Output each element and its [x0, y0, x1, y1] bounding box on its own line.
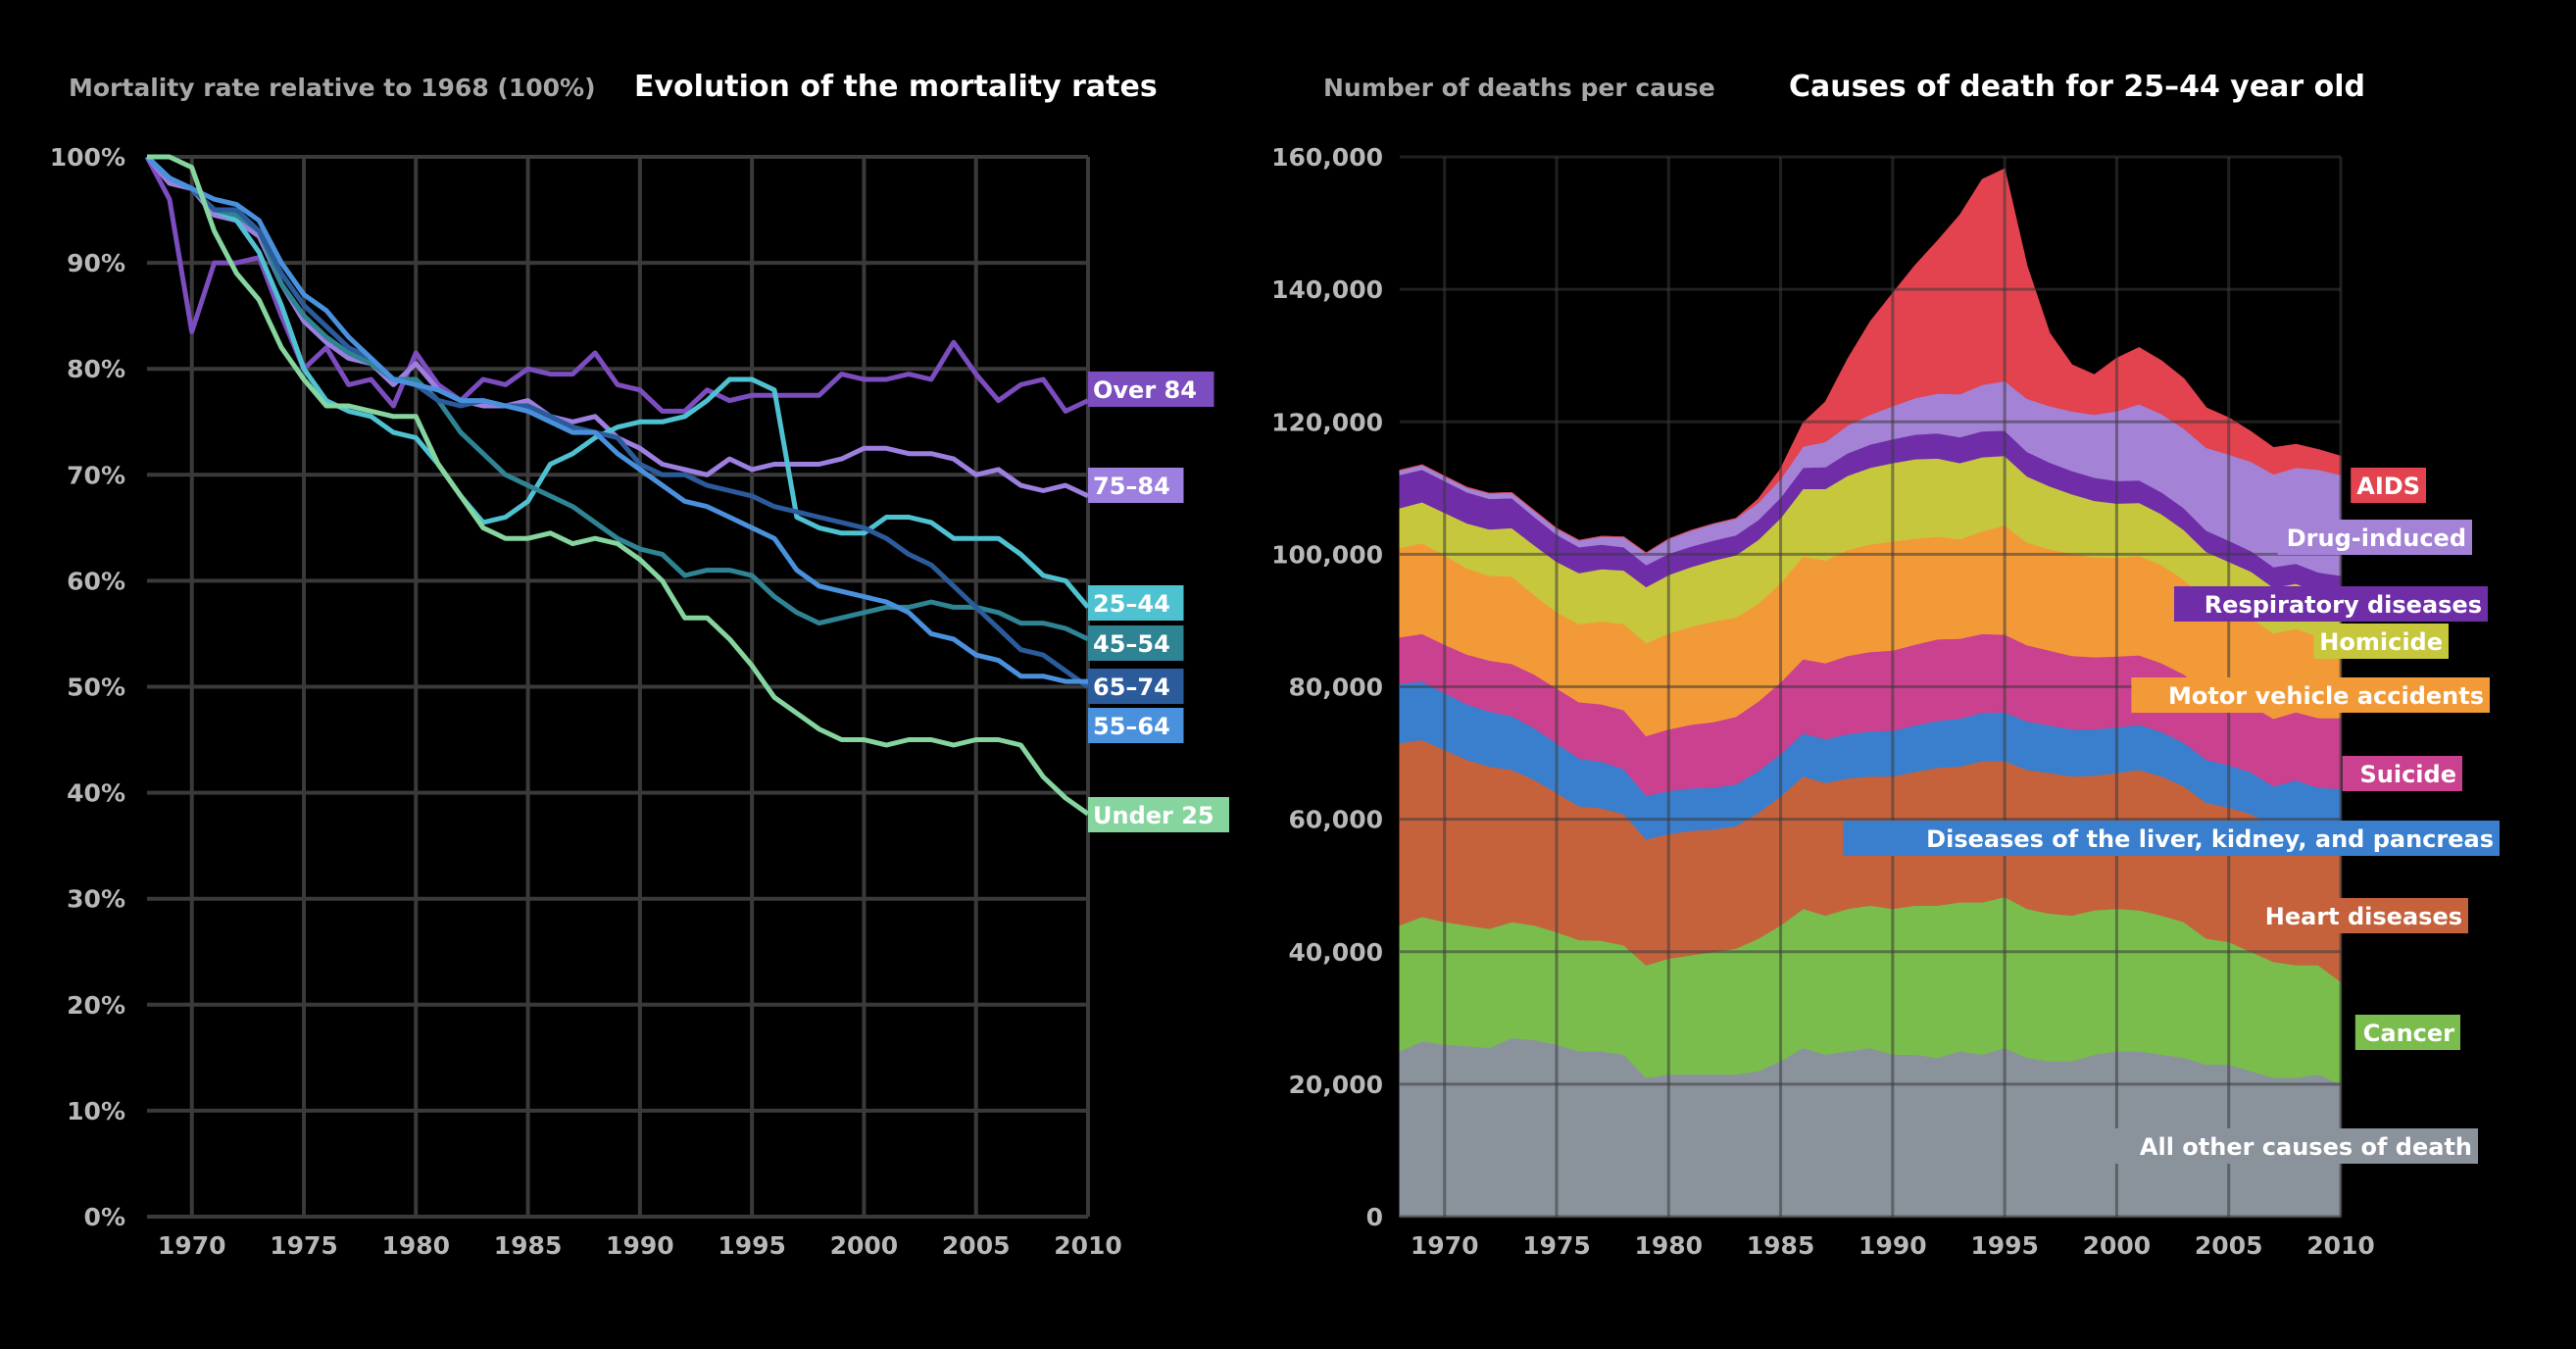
- end-label-25-44: 25–44: [1093, 590, 1170, 618]
- end-label-box: [1088, 585, 1184, 621]
- right-x-tick-label: 1980: [1634, 1231, 1703, 1260]
- end-label-suicide: Suicide: [2359, 761, 2456, 788]
- left-x-tick-label: 1980: [381, 1231, 450, 1260]
- end-label-box: [2244, 898, 2468, 933]
- end-label-box: [2131, 677, 2490, 713]
- left-ylabel: Mortality rate relative to 1968 (100%): [69, 74, 596, 102]
- left-x-tick-label: 2000: [830, 1231, 899, 1260]
- end-label-aids: AIDS: [2356, 473, 2420, 500]
- left-chart-title: Evolution of the mortality rates: [634, 70, 1158, 104]
- left-y-tick-label: 100%: [50, 143, 125, 172]
- left-x-tick-label: 1970: [158, 1231, 226, 1260]
- right-y-tick-label: 60,000: [1289, 806, 1383, 834]
- end-label-heart-diseases: Heart diseases: [2265, 903, 2462, 930]
- line-series-65-74: [145, 155, 1090, 689]
- right-x-tick-label: 2000: [2083, 1231, 2152, 1260]
- end-label-cancer: Cancer: [2363, 1020, 2454, 1047]
- end-label-under-25: Under 25: [1093, 802, 1214, 829]
- right-y-tick-label: 100,000: [1271, 540, 1383, 569]
- right-y-tick-label: 120,000: [1271, 408, 1383, 436]
- right-x-tick-label: 1995: [1970, 1231, 2039, 1260]
- end-label-box: [1088, 468, 1184, 503]
- end-label-box: [2342, 756, 2462, 791]
- right-gridlines: [1400, 155, 2343, 1219]
- causes-area-chart: Number of deaths per cause Causes of dea…: [1271, 70, 2500, 1260]
- right-y-tick-label: 160,000: [1271, 143, 1383, 172]
- left-x-ticks: 1970 1975 1980 1985 1990 1995 2000 2005 2010: [158, 1231, 1122, 1260]
- left-y-ticks: 0% 10% 20% 30% 40% 50% 60% 70% 80% 90% 100%: [50, 143, 125, 1231]
- left-y-tick-label: 20%: [67, 991, 125, 1020]
- area-series-all-other-causes-of-death: [1399, 1037, 2342, 1218]
- end-label-45-54: 45–54: [1093, 630, 1170, 658]
- end-label-homicide: Homicide: [2319, 628, 2443, 656]
- right-x-tick-label: 1990: [1858, 1231, 1927, 1260]
- left-y-tick-label: 60%: [67, 567, 125, 595]
- end-label-box: [2090, 1128, 2478, 1164]
- left-y-tick-label: 50%: [67, 674, 125, 702]
- left-x-tick-label: 2005: [942, 1231, 1011, 1260]
- end-label-box: [2313, 624, 2449, 659]
- end-label-over-84: Over 84: [1093, 376, 1197, 404]
- left-y-tick-label: 70%: [67, 461, 125, 489]
- left-y-tick-label: 80%: [67, 355, 125, 383]
- mortality-line-chart: Mortality rate relative to 1968 (100%) E…: [50, 70, 1229, 1260]
- right-ylabel: Number of deaths per cause: [1323, 74, 1715, 102]
- left-x-tick-label: 1990: [606, 1231, 674, 1260]
- end-label-box: [2174, 586, 2488, 622]
- line-series-45-54: [145, 155, 1090, 642]
- line-series-25-44: [145, 155, 1090, 610]
- right-x-tick-label: 1985: [1747, 1231, 1815, 1260]
- end-label-box: [1843, 821, 2500, 856]
- left-x-tick-label: 1985: [494, 1231, 563, 1260]
- right-x-ticks: 1970 1975 1980 1985 1990 1995 2000 2005 2010: [1411, 1231, 2375, 1260]
- end-label-box: [2354, 1015, 2460, 1050]
- end-label-box: [1088, 708, 1184, 743]
- end-label-motor-vehicle-accidents: Motor vehicle accidents: [2168, 682, 2484, 710]
- left-end-labels: Over 84 75–84 25–44 45–54 65–74 55–64 Under 25: [1088, 372, 1229, 832]
- right-x-tick-label: 1975: [1522, 1231, 1591, 1260]
- end-label-drug-induced: Drug-induced: [2287, 525, 2466, 552]
- left-x-tick-label: 2010: [1054, 1231, 1122, 1260]
- end-label-box: [1088, 669, 1184, 704]
- left-y-tick-label: 30%: [67, 885, 125, 914]
- right-y-tick-label: 0: [1366, 1203, 1383, 1231]
- right-x-tick-label: 2010: [2306, 1231, 2375, 1260]
- line-series-55-64: [145, 155, 1088, 684]
- left-gridlines: [147, 155, 1090, 1219]
- left-series-lines: [144, 154, 1090, 817]
- end-label-box: [1088, 625, 1184, 661]
- right-chart-title: Causes of death for 25–44 year old: [1789, 70, 2365, 104]
- end-label-75-84: 75–84: [1093, 473, 1170, 500]
- right-y-tick-label: 80,000: [1289, 674, 1383, 702]
- left-y-tick-label: 0%: [84, 1203, 125, 1231]
- left-x-tick-label: 1995: [718, 1231, 786, 1260]
- end-label-box: [1088, 372, 1214, 407]
- end-label-box: [2351, 468, 2426, 503]
- left-y-tick-label: 40%: [67, 779, 125, 808]
- left-y-tick-label: 90%: [67, 249, 125, 277]
- left-y-tick-label: 10%: [67, 1097, 125, 1125]
- right-y-ticks: 0 20,000 40,000 60,000 80,000 100,000 120,000 1…: [1271, 143, 1383, 1231]
- end-label-65-74: 65–74: [1093, 674, 1170, 701]
- line-series-under-25: [147, 154, 1090, 817]
- end-label-55-64: 55–64: [1093, 713, 1170, 740]
- right-end-labels: AIDS Drug-induced Respiratory diseases Homi…: [1843, 468, 2500, 1164]
- right-x-tick-label: 1970: [1411, 1231, 1479, 1260]
- right-y-tick-label: 20,000: [1289, 1071, 1383, 1099]
- right-y-tick-label: 140,000: [1271, 275, 1383, 304]
- right-y-tick-label: 40,000: [1289, 938, 1383, 967]
- end-label-box: [2277, 520, 2472, 555]
- left-x-tick-label: 1975: [270, 1231, 338, 1260]
- end-label-respiratory-diseases: Respiratory diseases: [2204, 591, 2482, 619]
- end-label-all-other-causes-of-death: All other causes of death: [2140, 1133, 2472, 1161]
- end-label-diseases-of-the-liver-kidney-and-pancreas: Diseases of the liver, kidney, and pancr…: [1926, 825, 2494, 853]
- end-label-box: [1088, 797, 1229, 832]
- right-x-tick-label: 2005: [2195, 1231, 2263, 1260]
